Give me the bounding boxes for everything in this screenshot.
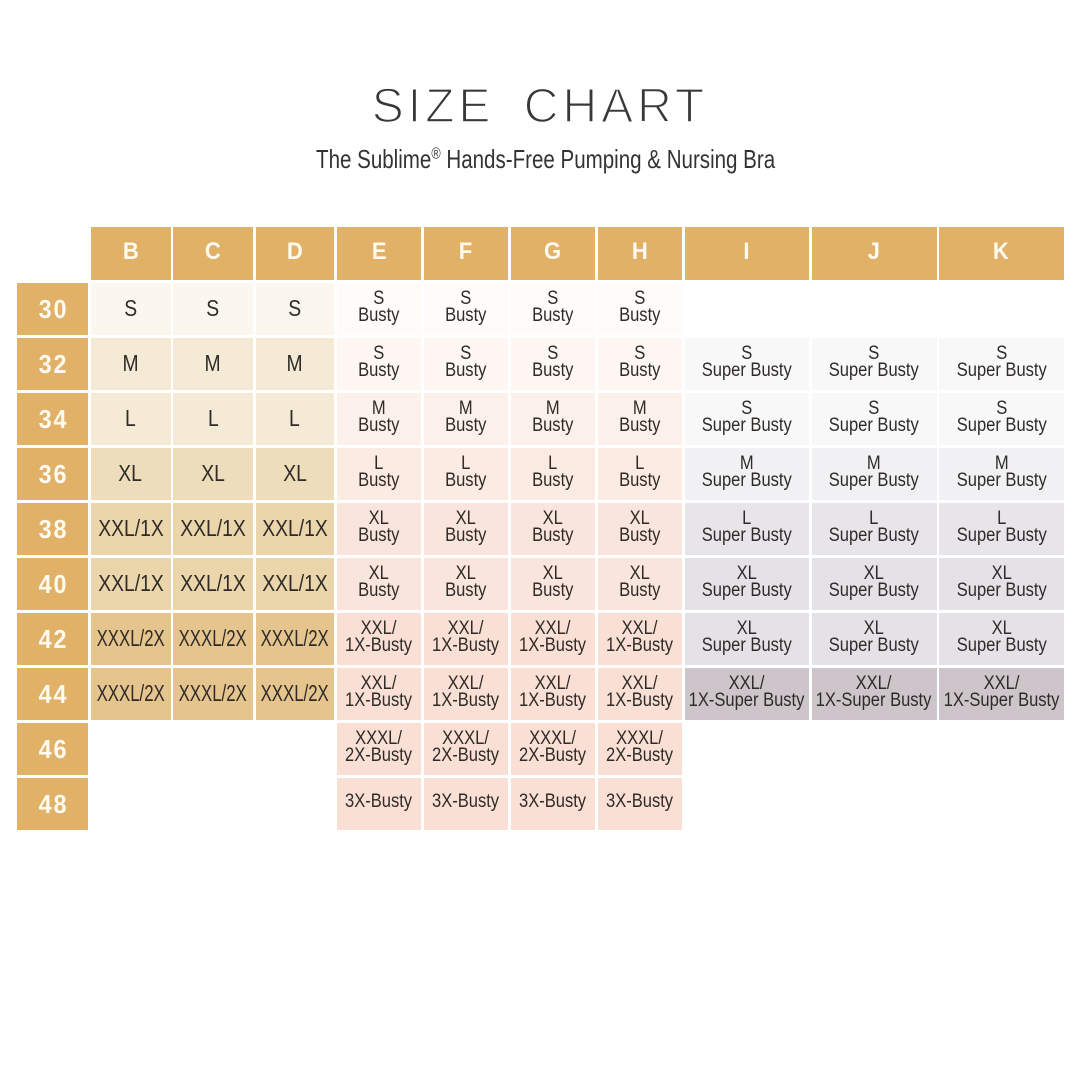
svg-text:SIZE CHART: SIZE CHART (372, 80, 708, 133)
